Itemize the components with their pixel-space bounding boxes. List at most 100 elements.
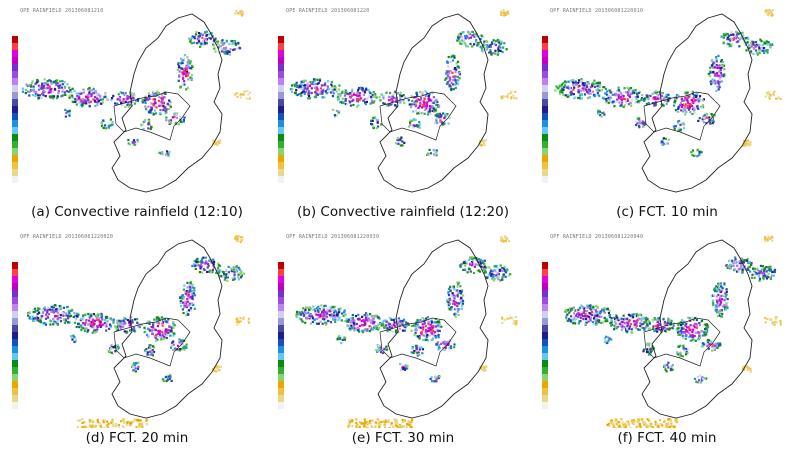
rain-cell xyxy=(122,425,124,427)
rain-cell xyxy=(597,307,599,309)
rain-cell xyxy=(686,331,688,333)
rain-cell xyxy=(640,99,642,101)
rain-cell xyxy=(235,266,237,268)
legend-swatch xyxy=(12,311,18,318)
rain-cell xyxy=(757,53,759,55)
rain-cell xyxy=(180,121,182,123)
rain-cell xyxy=(103,96,105,98)
rain-cell xyxy=(189,286,191,288)
rain-cell xyxy=(54,304,56,306)
legend-swatch xyxy=(278,353,284,360)
rain-cell xyxy=(100,425,102,427)
rain-cell xyxy=(148,93,150,95)
rain-cell xyxy=(631,99,633,101)
rain-cell xyxy=(350,317,352,319)
region-boundary xyxy=(642,14,752,192)
rain-cell xyxy=(344,310,346,312)
rain-cell xyxy=(432,337,434,339)
rain-cell xyxy=(484,144,486,146)
rain-cell xyxy=(456,281,458,283)
rain-cell xyxy=(87,94,89,96)
rain-cell xyxy=(165,321,167,323)
legend-swatch xyxy=(12,339,18,346)
rain-cell xyxy=(361,423,363,425)
rain-cell xyxy=(84,99,86,101)
rain-cell xyxy=(160,104,162,106)
rain-cell xyxy=(198,32,200,34)
legend-swatch xyxy=(278,325,284,332)
rain-cell xyxy=(666,328,668,330)
rain-cell xyxy=(210,271,212,273)
rain-cell xyxy=(330,313,332,315)
legend-swatch xyxy=(542,99,548,106)
legend-swatch xyxy=(12,374,18,381)
rain-cell xyxy=(578,91,580,93)
rain-cell xyxy=(673,325,675,327)
rain-cell xyxy=(710,341,712,343)
rain-cell xyxy=(98,100,100,102)
rain-cell xyxy=(699,152,701,154)
rain-cell xyxy=(213,261,215,263)
rain-cell xyxy=(304,322,306,324)
rain-cell xyxy=(698,335,700,337)
rain-cell xyxy=(438,346,440,348)
rain-cell xyxy=(157,336,159,338)
rain-cell xyxy=(486,46,488,48)
rain-cell xyxy=(588,82,590,84)
rain-cell xyxy=(447,299,449,301)
rain-cell xyxy=(359,426,361,428)
rain-cell xyxy=(495,274,497,276)
rain-cell xyxy=(334,114,336,116)
rain-cell xyxy=(772,9,774,11)
rain-cell xyxy=(692,329,694,331)
rain-cell xyxy=(142,101,144,103)
rain-cell xyxy=(466,261,468,263)
rain-cell xyxy=(637,328,639,330)
rain-cell xyxy=(52,97,54,99)
rain-cell xyxy=(667,142,669,144)
legend-swatch xyxy=(542,374,548,381)
rain-cell xyxy=(769,96,771,98)
rain-cell xyxy=(422,91,424,93)
rain-cell xyxy=(621,323,623,325)
rain-cell xyxy=(216,365,218,367)
rain-cell xyxy=(112,322,114,324)
rain-cell xyxy=(115,326,117,328)
rain-cell xyxy=(363,422,365,424)
rain-cell xyxy=(52,90,54,92)
rain-cell xyxy=(72,88,74,90)
rain-cell xyxy=(338,88,340,90)
rain-cell xyxy=(711,78,713,80)
rain-cell xyxy=(95,90,97,92)
rain-cell xyxy=(300,83,302,85)
rain-cell xyxy=(200,262,202,264)
rain-cells xyxy=(22,10,251,157)
rain-cell xyxy=(508,240,510,242)
rain-cell xyxy=(449,76,451,78)
rain-cell xyxy=(377,119,379,121)
rain-cell xyxy=(328,88,330,90)
rain-cell xyxy=(30,318,32,320)
rain-cell xyxy=(341,319,343,321)
rain-cell xyxy=(101,123,103,125)
rain-cell xyxy=(309,85,311,87)
rain-cell xyxy=(709,121,711,123)
rain-cell xyxy=(168,120,170,122)
rain-cell xyxy=(214,370,216,372)
rain-cell xyxy=(338,308,340,310)
rain-cell xyxy=(586,91,588,93)
rain-cell xyxy=(449,117,451,119)
rain-cell xyxy=(501,317,503,319)
rain-cell xyxy=(719,78,721,80)
rain-cell xyxy=(461,263,463,265)
rain-cell xyxy=(512,95,514,97)
rain-cell xyxy=(707,339,709,341)
rain-cell xyxy=(58,87,60,89)
rain-cell xyxy=(691,99,693,101)
rain-cell xyxy=(412,110,414,112)
rain-cell xyxy=(182,302,184,304)
legend-swatch xyxy=(278,78,284,85)
rain-cell xyxy=(763,42,765,44)
rain-cell xyxy=(183,312,185,314)
rain-cell xyxy=(713,62,715,64)
